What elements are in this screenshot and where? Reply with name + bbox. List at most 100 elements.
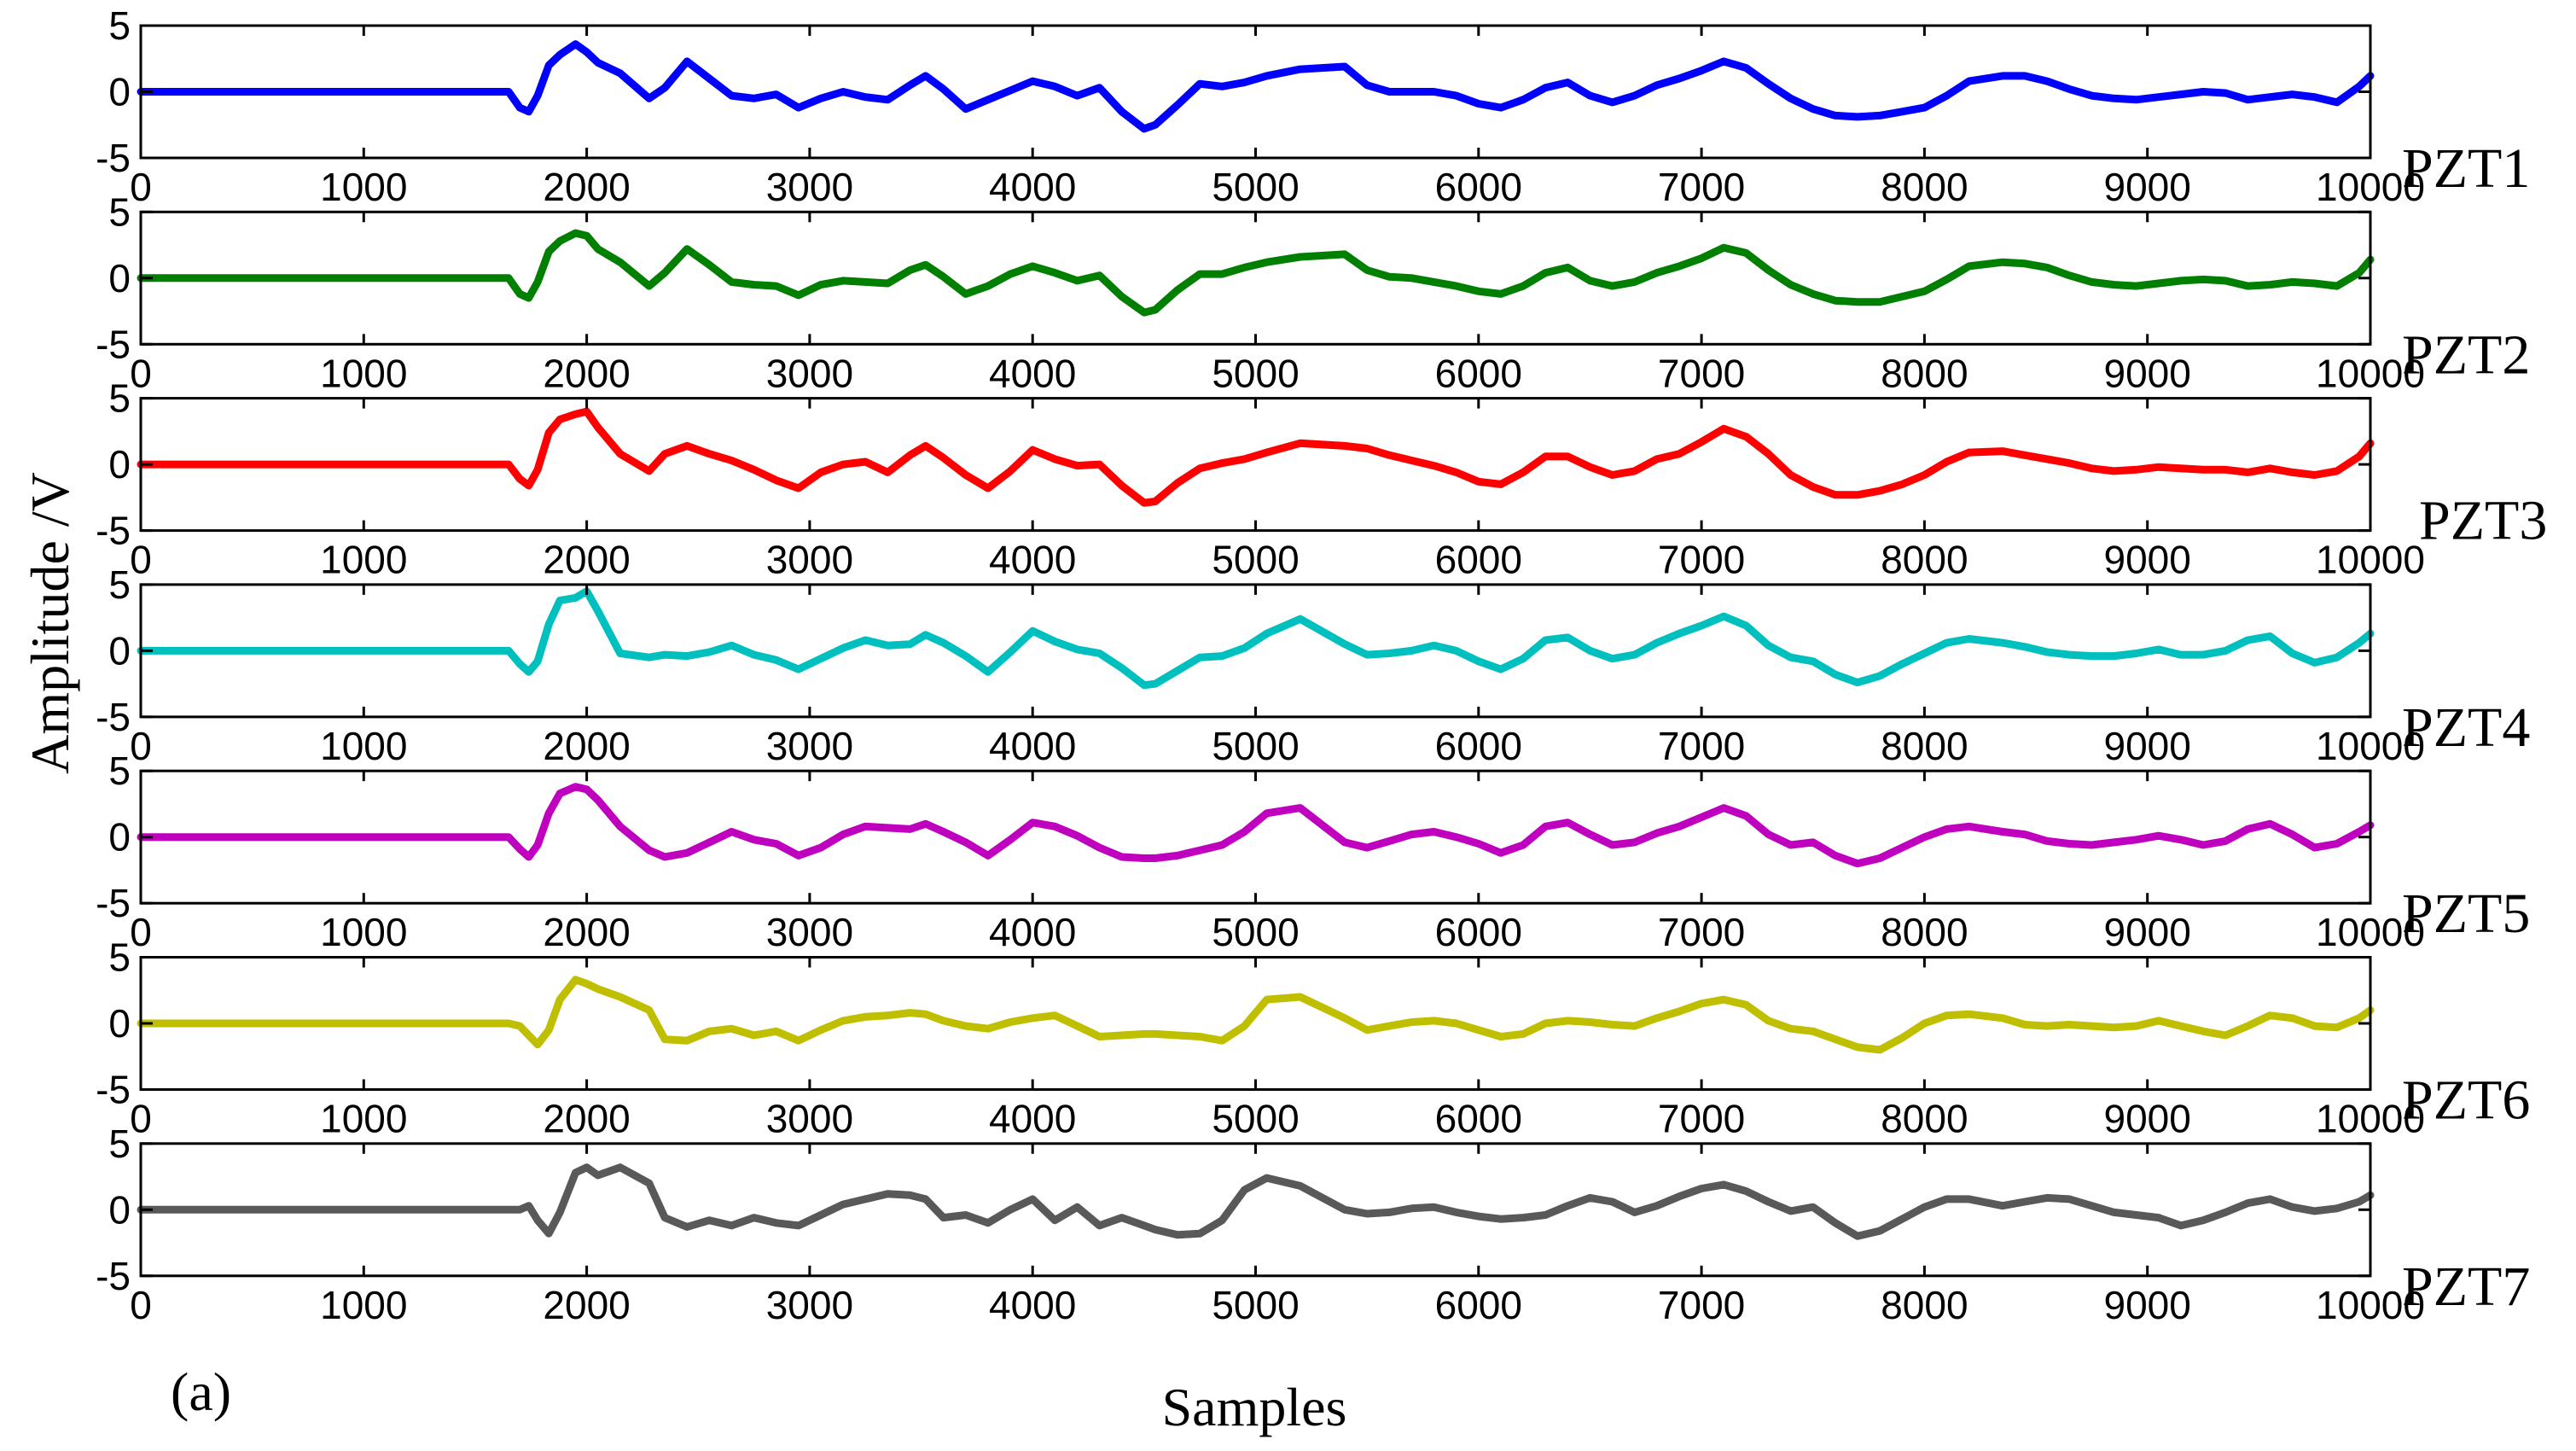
x-tick-label: 1000 — [320, 910, 407, 954]
x-tick-label: 3000 — [766, 1283, 853, 1327]
x-tick-label: 4000 — [989, 538, 1076, 582]
x-tick-label: 9000 — [2104, 351, 2191, 395]
y-tick-label: 5 — [108, 376, 131, 421]
y-tick-label: 0 — [108, 815, 131, 860]
x-tick-label: 2000 — [543, 1283, 630, 1327]
x-tick-label: 3000 — [766, 724, 853, 768]
series-label-pzt6: PZT6 — [2402, 1069, 2530, 1132]
x-tick-label: 1000 — [320, 1283, 407, 1327]
x-tick-label: 10000 — [2316, 1097, 2425, 1141]
y-tick-label: -5 — [96, 136, 131, 180]
x-tick-label: 10000 — [2316, 538, 2425, 582]
x-tick-label: 9000 — [2104, 1283, 2191, 1327]
x-tick-label: 0 — [130, 1283, 152, 1327]
x-tick-label: 10000 — [2316, 351, 2425, 395]
x-tick-label: 6000 — [1435, 1283, 1522, 1327]
x-tick-label: 4000 — [989, 165, 1076, 209]
x-tick-label: 8000 — [1881, 1283, 1968, 1327]
y-tick-label: -5 — [96, 509, 131, 553]
x-tick-label: 6000 — [1435, 910, 1522, 954]
x-tick-label: 5000 — [1212, 724, 1299, 768]
series-line-pzt4 — [137, 587, 2375, 690]
x-tick-label: 7000 — [1658, 351, 1745, 395]
y-tick-label: 0 — [108, 256, 131, 300]
x-tick-label: 10000 — [2316, 910, 2425, 954]
x-tick-label: 9000 — [2104, 538, 2191, 582]
x-tick-label: 9000 — [2104, 1097, 2191, 1141]
x-tick-label: 5000 — [1212, 1283, 1299, 1327]
x-tick-label: 0 — [130, 724, 152, 768]
x-tick-label: 0 — [130, 1097, 152, 1141]
subplot-pzt6: 0 1000 2000 3000 4000 5000 6000 7000 8000 9000 100… — [96, 935, 2530, 1141]
x-tick-label: 8000 — [1881, 724, 1968, 768]
series-line-pzt1 — [137, 40, 2375, 133]
x-tick-label: 10000 — [2316, 724, 2425, 768]
x-tick-label: 3000 — [766, 910, 853, 954]
x-tick-label: 3000 — [766, 165, 853, 209]
x-tick-label: 0 — [130, 351, 152, 395]
series-label-pzt4: PZT4 — [2402, 696, 2530, 759]
x-tick-label: 6000 — [1435, 351, 1522, 395]
x-tick-label: 2000 — [543, 724, 630, 768]
x-tick-label: 4000 — [989, 910, 1076, 954]
x-tick-label: 7000 — [1658, 1283, 1745, 1327]
x-tick-label: 6000 — [1435, 1097, 1522, 1141]
x-tick-label: 10000 — [2316, 165, 2425, 209]
x-tick-label: 4000 — [989, 1283, 1076, 1327]
x-tick-label: 4000 — [989, 724, 1076, 768]
x-tick-label: 0 — [130, 910, 152, 954]
y-tick-label: 0 — [108, 1187, 131, 1232]
x-tick-label: 1000 — [320, 724, 407, 768]
y-tick-label: 5 — [108, 189, 131, 234]
x-tick-label: 8000 — [1881, 538, 1968, 582]
x-tick-label: 6000 — [1435, 538, 1522, 582]
y-tick-label: 5 — [108, 749, 131, 793]
subplot-pzt4: 0 1000 2000 3000 4000 5000 6000 7000 8000 9000 100… — [96, 562, 2530, 768]
subplot-pzt5: 0 1000 2000 3000 4000 5000 6000 7000 8000 9000 100… — [96, 749, 2530, 954]
x-tick-label: 1000 — [320, 165, 407, 209]
x-tick-label: 7000 — [1658, 1097, 1745, 1141]
x-tick-label: 4000 — [989, 1097, 1076, 1141]
x-tick-label: 2000 — [543, 351, 630, 395]
x-tick-label: 4000 — [989, 351, 1076, 395]
subplot-pzt1: 0 1000 2000 3000 4000 5000 6000 7000 8000 9000 100… — [96, 3, 2530, 209]
subplot-pzt3: 0 1000 2000 3000 4000 5000 6000 7000 8000 9000 100… — [96, 376, 2547, 582]
x-tick-label: 0 — [130, 165, 152, 209]
y-tick-label: 5 — [108, 3, 131, 48]
y-tick-label: -5 — [96, 1254, 131, 1298]
x-tick-label: 2000 — [543, 910, 630, 954]
y-tick-label: 5 — [108, 1122, 131, 1166]
x-tick-label: 3000 — [766, 538, 853, 582]
x-tick-label: 5000 — [1212, 910, 1299, 954]
x-tick-label: 2000 — [543, 538, 630, 582]
y-tick-label: 0 — [108, 70, 131, 114]
x-tick-label: 7000 — [1658, 165, 1745, 209]
x-tick-label: 1000 — [320, 351, 407, 395]
x-tick-label: 7000 — [1658, 538, 1745, 582]
x-tick-label: 2000 — [543, 165, 630, 209]
x-tick-label: 8000 — [1881, 1097, 1968, 1141]
subplot-stack: 0 1000 2000 3000 4000 5000 6000 7000 8000 9000 100… — [96, 3, 2547, 1327]
x-tick-label: 6000 — [1435, 165, 1522, 209]
series-label-pzt7: PZT7 — [2402, 1256, 2530, 1318]
x-tick-label: 1000 — [320, 1097, 407, 1141]
panel-tag: (a) — [171, 1361, 231, 1422]
series-line-pzt3 — [137, 407, 2375, 507]
x-tick-label: 10000 — [2316, 1283, 2425, 1327]
x-tick-label: 2000 — [543, 1097, 630, 1141]
y-tick-label: -5 — [96, 1068, 131, 1112]
x-tick-label: 5000 — [1212, 1097, 1299, 1141]
y-tick-label: -5 — [96, 695, 131, 739]
x-tick-label: 3000 — [766, 351, 853, 395]
series-label-pzt1: PZT1 — [2402, 137, 2530, 200]
y-tick-label: 0 — [108, 628, 131, 673]
x-tick-label: 5000 — [1212, 538, 1299, 582]
series-line-pzt2 — [137, 229, 2375, 317]
x-tick-label: 3000 — [766, 1097, 853, 1141]
y-tick-label: 0 — [108, 1001, 131, 1046]
y-tick-label: 0 — [108, 442, 131, 487]
x-tick-label: 5000 — [1212, 351, 1299, 395]
x-tick-label: 8000 — [1881, 910, 1968, 954]
series-label-pzt5: PZT5 — [2402, 883, 2530, 945]
